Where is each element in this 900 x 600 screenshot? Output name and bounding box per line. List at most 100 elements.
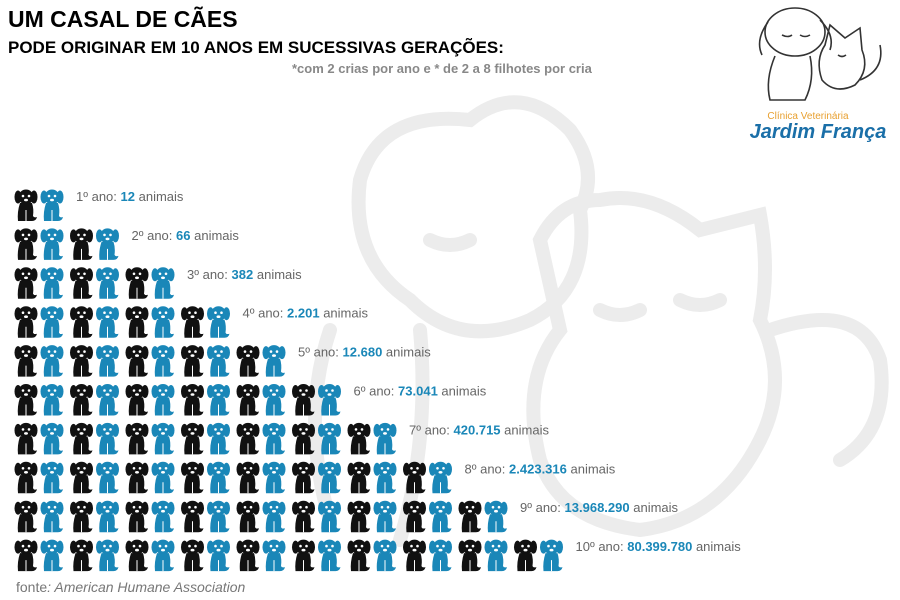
dog-icon-black: [125, 305, 149, 339]
dog-icon-blue: [151, 344, 175, 378]
row-value: 73.041: [398, 384, 438, 399]
dog-icon-blue: [40, 305, 64, 339]
dog-icon-black: [69, 266, 94, 300]
dog-icon-blue: [373, 539, 397, 572]
row-value: 2.423.316: [509, 461, 567, 476]
note: *com 2 crias por ano e * de 2 a 8 filhot…: [292, 61, 593, 76]
dog-icon-blue: [373, 500, 397, 533]
row-text: 1º ano: 12 animais: [76, 189, 184, 204]
dog-icon-blue: [40, 344, 64, 378]
dog-icon-blue: [40, 227, 64, 261]
row-unit: animais: [571, 461, 616, 476]
row-value: 382: [232, 267, 254, 282]
row-label: 10º ano:: [576, 539, 624, 554]
row-text: 4º ano: 2.201 animais: [243, 306, 369, 321]
dog-icon-blue: [95, 344, 120, 378]
dog-icon-black: [69, 305, 94, 339]
dog-icon-black: [458, 500, 482, 533]
dog-icon-blue: [40, 189, 64, 222]
dog-icon-blue: [95, 227, 120, 261]
dog-icon-black: [236, 539, 260, 572]
dog-icon-black: [402, 539, 427, 572]
dog-icon-black: [347, 500, 371, 533]
row-value: 2.201: [287, 306, 320, 321]
dog-icon-black: [69, 227, 94, 261]
dog-icon-blue: [151, 461, 175, 494]
dog-icon-black: [125, 461, 149, 494]
row-text: 10º ano: 80.399.780 animais: [576, 539, 742, 554]
dog-icon-black: [180, 461, 205, 494]
row-label: 2º ano:: [132, 228, 173, 243]
background-illustration: [308, 95, 889, 547]
dog-icon-black: [125, 422, 149, 455]
dog-icon-black: [69, 422, 94, 455]
dog-icon-black: [236, 383, 260, 416]
row-text: 3º ano: 382 animais: [187, 267, 302, 282]
dog-icon-blue: [317, 539, 342, 572]
dog-icon-blue: [95, 422, 120, 455]
dog-icon-blue: [206, 422, 231, 455]
dog-icon-black: [180, 500, 205, 533]
dog-icon-black: [125, 344, 149, 378]
row-label: 9º ano:: [520, 500, 561, 515]
dog-icon-blue: [95, 383, 120, 416]
row-unit: animais: [257, 267, 302, 282]
dog-icon-black: [347, 539, 371, 572]
row-value: 12: [121, 189, 135, 204]
dog-icon-black: [69, 461, 94, 494]
dog-icon-blue: [151, 422, 175, 455]
dog-icon-blue: [151, 305, 175, 339]
row-unit: animais: [323, 306, 368, 321]
dog-icon-black: [236, 461, 260, 494]
dog-icon-blue: [484, 539, 508, 572]
row-value: 80.399.780: [627, 539, 692, 554]
dog-icon-black: [14, 305, 38, 339]
dog-icon-blue: [428, 539, 453, 572]
source: fonte: American Humane Association: [16, 579, 246, 595]
dog-icon-black: [180, 305, 205, 339]
dog-icon-blue: [206, 461, 231, 494]
dog-icon-black: [69, 383, 94, 416]
dog-icon-black: [14, 422, 38, 455]
dog-icon-black: [125, 500, 149, 533]
dog-icon-blue: [428, 461, 453, 494]
dog-icon-blue: [373, 461, 397, 494]
dog-icon-black: [291, 539, 316, 572]
dog-icon-black: [291, 461, 316, 494]
dog-icon-black: [180, 422, 205, 455]
dog-icon-black: [125, 383, 149, 416]
dog-icon-blue: [373, 422, 397, 455]
dog-icon-black: [180, 539, 205, 572]
dog-icon-blue: [206, 305, 231, 339]
row-value: 420.715: [454, 422, 501, 437]
row-text: 8º ano: 2.423.316 animais: [465, 461, 616, 476]
dog-icon-blue: [262, 422, 286, 455]
logo: Clínica Veterinária Jardim França: [750, 7, 887, 143]
dog-icon-black: [347, 461, 371, 494]
row-text: 2º ano: 66 animais: [132, 228, 240, 243]
dog-icon-blue: [428, 500, 453, 533]
dog-icon-blue: [40, 266, 64, 300]
dog-icon-black: [69, 539, 94, 572]
dog-icon-blue: [95, 500, 120, 533]
row-text: 7º ano: 420.715 animais: [409, 422, 549, 437]
dog-icon-blue: [206, 539, 231, 572]
logo-title: Jardim França: [750, 121, 887, 143]
dog-icon-black: [14, 539, 38, 572]
dog-icon-blue: [262, 500, 286, 533]
row-label: 3º ano:: [187, 267, 228, 282]
dog-icon-black: [236, 344, 260, 378]
dog-icon-blue: [206, 344, 231, 378]
dog-icon-blue: [262, 539, 286, 572]
row-text: 6º ano: 73.041 animais: [354, 384, 487, 399]
row-value: 66: [176, 228, 190, 243]
row-unit: animais: [386, 345, 431, 360]
dog-icon-black: [14, 500, 38, 533]
dog-icon-black: [69, 344, 94, 378]
row-text: 9º ano: 13.968.290 animais: [520, 500, 679, 515]
subtitle: PODE ORIGINAR EM 10 ANOS EM SUCESSIVAS G…: [8, 37, 504, 57]
row-unit: animais: [194, 228, 239, 243]
dog-icon-blue: [539, 539, 564, 572]
